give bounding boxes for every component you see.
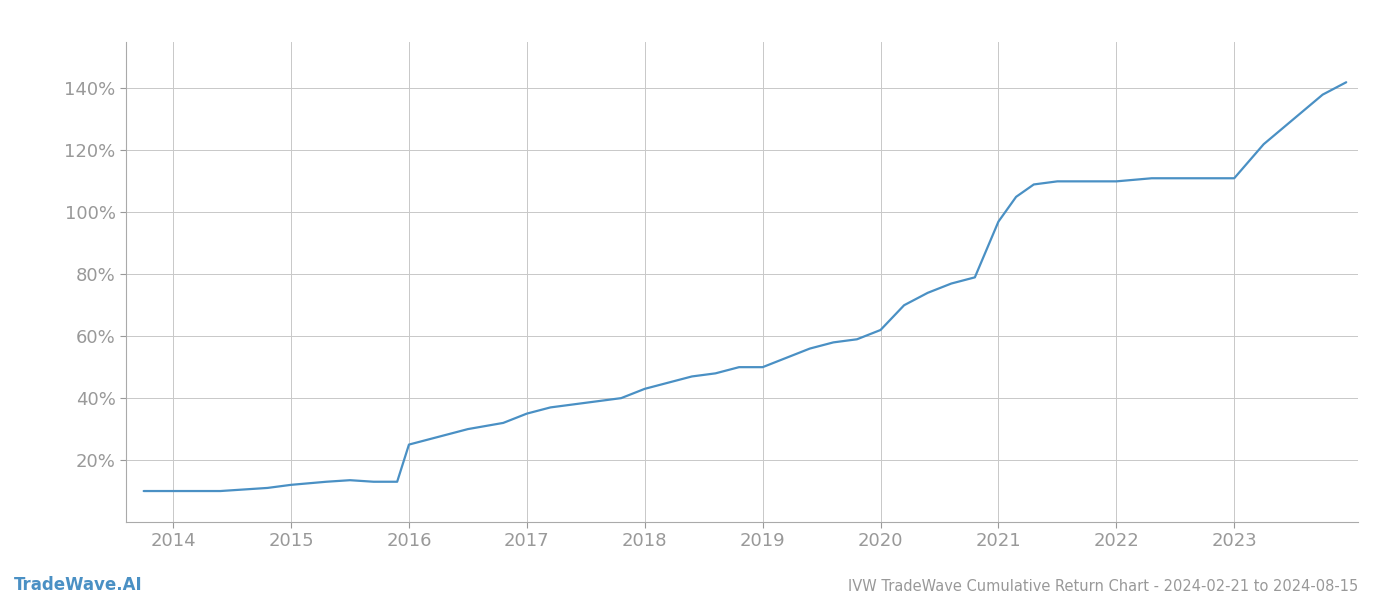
Text: TradeWave.AI: TradeWave.AI [14, 576, 143, 594]
Text: IVW TradeWave Cumulative Return Chart - 2024-02-21 to 2024-08-15: IVW TradeWave Cumulative Return Chart - … [848, 579, 1358, 594]
